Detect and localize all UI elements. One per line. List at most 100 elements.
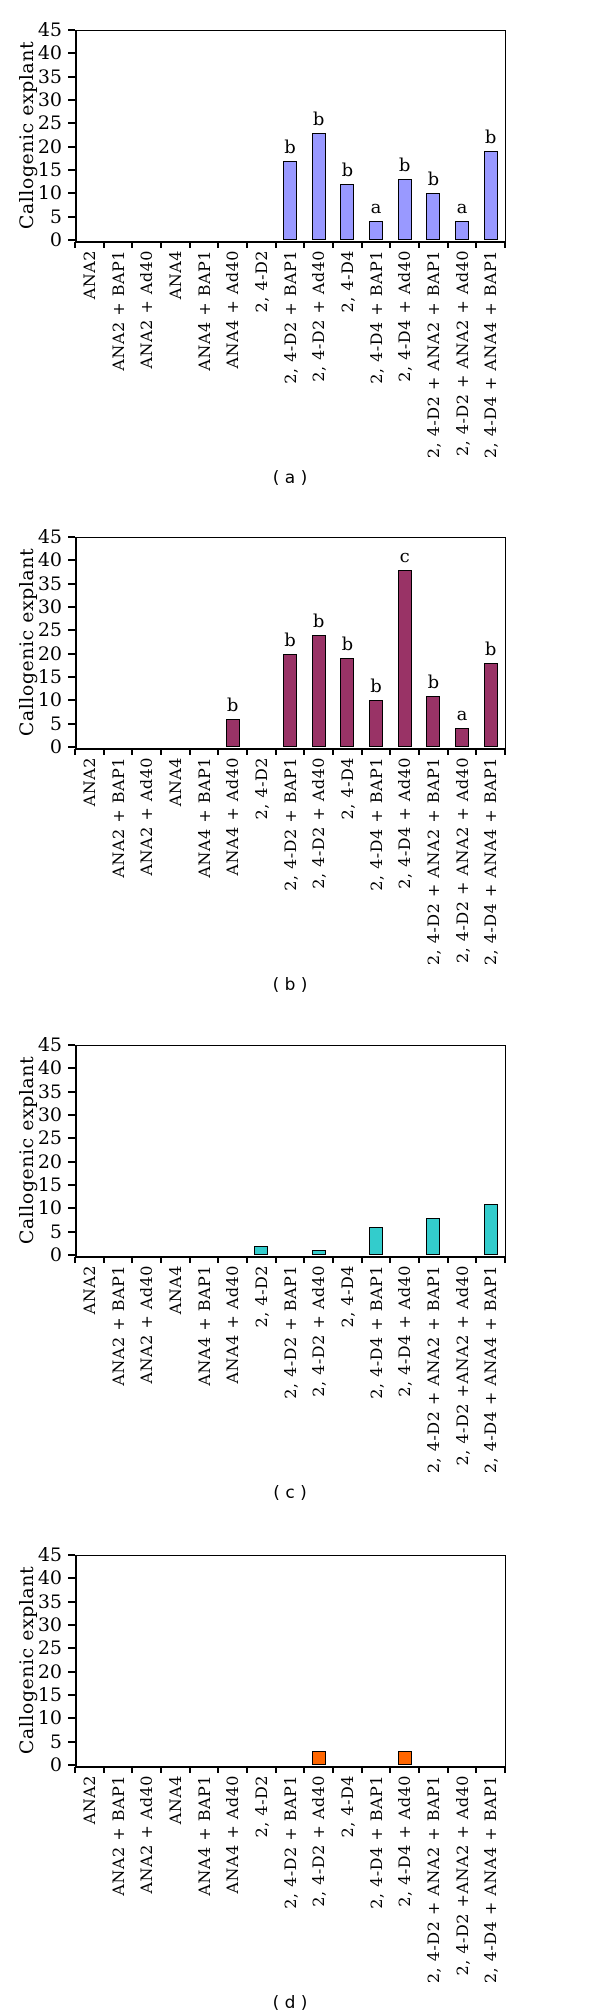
y-tick [68,239,75,241]
x-category-label: ANA4 + BAP1 [194,1265,214,1386]
x-category-label: 2, 4-D4 [337,1775,357,1838]
y-tick-label: 0 [49,229,62,251]
x-tick [188,1257,191,1263]
x-category-label: 2, 4-D2 + BAP1 [280,1265,300,1399]
x-tick [504,1767,506,1773]
y-tick-label: 30 [37,596,62,618]
x-tick [274,1767,277,1773]
y-tick-label: 40 [37,1567,62,1590]
bar [426,193,441,240]
y-tick [68,1114,75,1116]
panel-caption: ( c ) [273,1483,307,1503]
bar [483,663,498,747]
y-tick-label: 20 [37,135,62,158]
x-tick [102,1767,105,1773]
y-tick [68,582,75,585]
bar-annotation: b [370,676,382,698]
x-tick [246,242,248,248]
bar-annotation: a [456,704,468,726]
x-tick [217,242,220,248]
y-tick-label: 45 [37,19,62,41]
bar-annotation: b [341,160,354,181]
x-tick [475,749,478,755]
bar-annotation: b [341,634,354,656]
chart-panel-a: Callogenic explant ( a ) 0 5 10 15 20 25 30 35 4… [0,0,600,500]
bar [254,1245,269,1255]
y-tick-label: 15 [37,1174,62,1196]
x-tick [274,749,277,755]
y-tick [68,1090,75,1093]
chart-panel-d: Callogenic explant ( d ) 0 5 10 15 20 25 30 35 4… [0,1510,600,2015]
y-tick-label: 20 [37,642,62,665]
y-tick-label: 40 [37,549,62,572]
x-category-label: 2, 4-D4 + ANA4 + BAP1 [481,757,501,966]
x-tick [188,242,191,248]
x-tick [418,1767,420,1773]
x-tick [446,749,449,755]
y-tick-label: 10 [37,1707,62,1730]
y-tick-label: 45 [37,1034,62,1056]
y-tick-label: 45 [37,526,62,548]
y-tick-label: 30 [37,1104,62,1126]
x-category-label: 2, 4-D2 + ANA2 + Ad40 [452,250,472,457]
y-tick-label: 40 [37,1057,62,1080]
bar [340,658,355,747]
y-tick [68,722,75,725]
x-category-label: 2, 4-D2 + ANA2 + BAP1 [423,1775,443,1984]
y-tick [68,1067,75,1070]
x-tick [246,749,248,755]
y-tick [68,192,75,195]
y-tick [68,1670,75,1673]
bar-annotation: b [484,639,497,660]
x-category-label: 2, 4-D4 [337,1265,357,1328]
x-tick [475,242,478,248]
x-tick [332,1767,334,1773]
x-category-label: 2, 4-D4 [337,757,357,820]
x-tick [160,1767,162,1773]
x-tick [74,242,76,248]
y-tick-label: 35 [37,572,62,595]
x-tick [389,1257,392,1263]
y-tick [68,1624,75,1626]
x-tick [188,1767,191,1773]
x-category-label: ANA2 + BAP1 [108,757,128,878]
x-category-label: ANA2 [79,250,99,300]
y-tick [68,1207,75,1210]
x-tick [74,749,76,755]
x-tick [160,749,162,755]
bar [225,719,240,747]
x-category-label: ANA4 [165,1775,185,1825]
x-tick [360,1767,363,1773]
x-category-label: 2, 4-D2 + ANA2 + BAP1 [423,1265,443,1474]
x-category-label: 2, 4-D2 + BAP1 [280,757,300,891]
x-tick [360,1257,363,1263]
y-tick-label: 15 [37,159,62,181]
bar-annotation: b [226,695,239,716]
x-tick [246,1767,248,1773]
y-tick [68,1647,75,1650]
x-category-label: 2, 4-D4 + BAP1 [366,1265,386,1399]
x-category-label: 2, 4-D4 + Ad40 [395,1775,415,1907]
bar [455,728,469,747]
x-category-label: 2, 4-D2 + ANA2 + Ad40 [452,757,472,964]
y-tick [68,75,75,78]
x-category-label: 2, 4-D4 + ANA4 + BAP1 [481,1775,501,1984]
x-category-label: 2, 4-D4 + BAP1 [366,757,386,891]
bar [311,1250,326,1255]
y-tick [68,1230,75,1233]
x-tick [131,1257,134,1263]
y-tick-label: 20 [37,1660,62,1683]
y-tick [68,1137,75,1140]
bar-annotation: b [398,155,411,177]
y-tick-label: 15 [37,666,62,688]
x-category-label: ANA2 + BAP1 [108,1265,128,1386]
y-tick-label: 5 [49,1730,62,1753]
x-tick [102,749,105,755]
x-category-label: 2, 4-D4 + BAP1 [366,1775,386,1909]
x-category-label: 2, 4-D2 [251,1265,271,1328]
y-tick [68,1254,75,1256]
y-tick [68,99,75,101]
x-tick [332,749,334,755]
x-category-label: 2, 4-D2 + BAP1 [280,1775,300,1909]
y-tick-label: 5 [49,1220,62,1243]
